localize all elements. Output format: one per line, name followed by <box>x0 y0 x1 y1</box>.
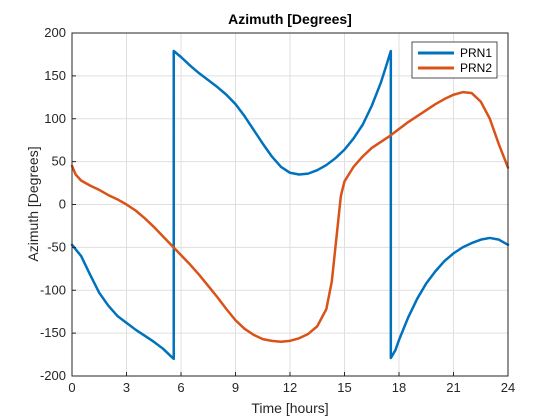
x-tick-label: 18 <box>392 380 406 395</box>
legend: PRN1 PRN2 <box>411 41 498 79</box>
y-axis-label: Azimuth [Degrees] <box>25 146 41 261</box>
x-axis-label: Time [hours] <box>251 400 328 416</box>
series-line-prn2 <box>70 90 510 343</box>
y-tick-label: -150 <box>40 325 66 340</box>
y-tick-label: 100 <box>44 111 66 126</box>
x-tick-label: 15 <box>337 380 351 395</box>
legend-label-prn2: PRN2 <box>460 61 492 75</box>
y-tick-label: 0 <box>59 197 66 212</box>
x-tick-label: 6 <box>177 380 184 395</box>
chart-title: Azimuth [Degrees] <box>228 11 352 27</box>
x-tick-label: 3 <box>123 380 130 395</box>
y-tick-label: 150 <box>44 68 66 83</box>
y-tick-label: -200 <box>40 368 66 383</box>
x-tick-label: 21 <box>446 380 460 395</box>
series-line-prn1 <box>70 49 510 361</box>
legend-box <box>411 41 498 79</box>
x-tick-label: 24 <box>501 380 515 395</box>
series-lines <box>70 49 510 361</box>
y-tick-label: 50 <box>52 154 66 169</box>
x-tick-label: 9 <box>232 380 239 395</box>
axis-ticks: 0 3 6 9 12 15 18 21 24 -200 -150 -100 -50 0 50 100 150 20… <box>40 25 515 395</box>
y-tick-label: 200 <box>44 25 66 40</box>
y-tick-label: -50 <box>47 239 66 254</box>
legend-label-prn1: PRN1 <box>460 46 492 60</box>
y-tick-label: -100 <box>40 282 66 297</box>
x-tick-label: 0 <box>68 380 75 395</box>
x-tick-label: 12 <box>283 380 297 395</box>
